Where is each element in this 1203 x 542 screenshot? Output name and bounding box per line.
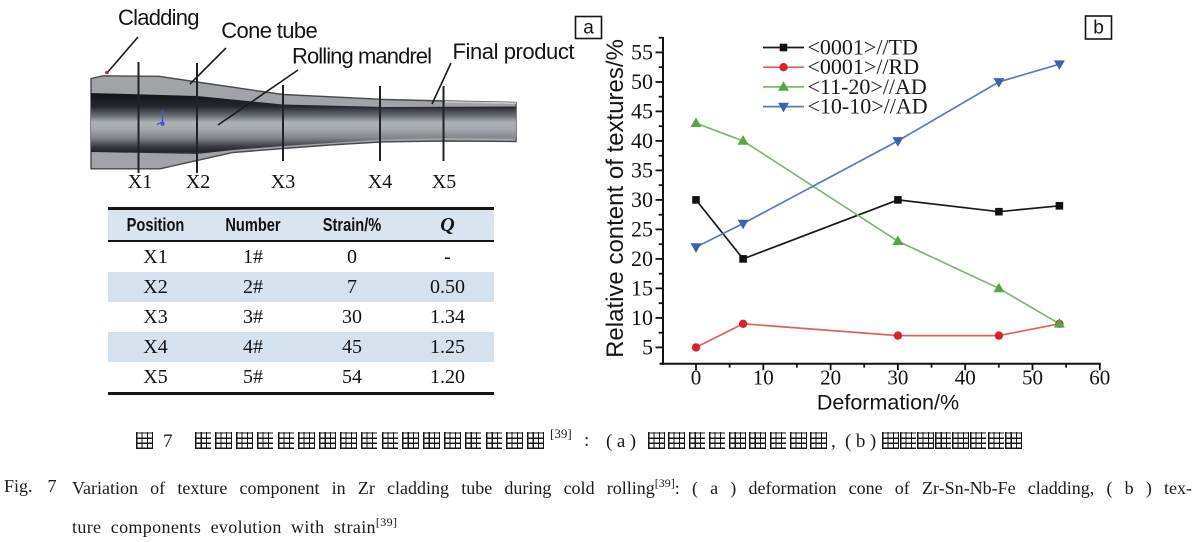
- svg-text:<0001>//RD: <0001>//RD: [808, 54, 920, 79]
- svg-text:40: 40: [631, 128, 653, 153]
- svg-text:50: 50: [631, 69, 653, 94]
- svg-text:X1: X1: [128, 171, 152, 193]
- svg-text:b: b: [1093, 18, 1104, 39]
- svg-text:25: 25: [631, 217, 653, 242]
- svg-text:X5: X5: [432, 171, 456, 193]
- svg-text:Cladding: Cladding: [118, 5, 200, 30]
- svg-text:50: 50: [1022, 366, 1043, 390]
- svg-text:Cone tube: Cone tube: [221, 18, 317, 43]
- svg-text:<0001>//TD: <0001>//TD: [808, 35, 918, 60]
- svg-text:55: 55: [631, 40, 653, 65]
- svg-text:30: 30: [887, 366, 908, 390]
- svg-text:X3: X3: [271, 171, 295, 193]
- svg-text:60: 60: [1089, 366, 1110, 390]
- svg-text:30: 30: [631, 187, 653, 212]
- svg-text:10: 10: [631, 305, 653, 330]
- svg-text:<10-10>//AD: <10-10>//AD: [808, 94, 928, 119]
- svg-text:45: 45: [631, 99, 653, 124]
- svg-text:0: 0: [691, 366, 702, 390]
- svg-text:X4: X4: [368, 171, 392, 193]
- svg-text:Relative content of textures/%: Relative content of textures/%: [602, 39, 629, 358]
- svg-text:15: 15: [631, 276, 653, 301]
- svg-text:20: 20: [820, 366, 841, 390]
- svg-text:Final product: Final product: [453, 39, 575, 64]
- svg-text:Rolling mandrel: Rolling mandrel: [292, 43, 432, 68]
- svg-text:a: a: [583, 18, 594, 39]
- svg-text:<11-20>//AD: <11-20>//AD: [808, 74, 927, 99]
- svg-text:40: 40: [955, 366, 976, 390]
- svg-text:5: 5: [642, 335, 653, 360]
- svg-text:20: 20: [631, 246, 653, 271]
- svg-text:10: 10: [753, 366, 774, 390]
- svg-text:X2: X2: [186, 171, 210, 193]
- svg-text:Deformation/%: Deformation/%: [817, 391, 959, 415]
- svg-text:35: 35: [631, 158, 653, 183]
